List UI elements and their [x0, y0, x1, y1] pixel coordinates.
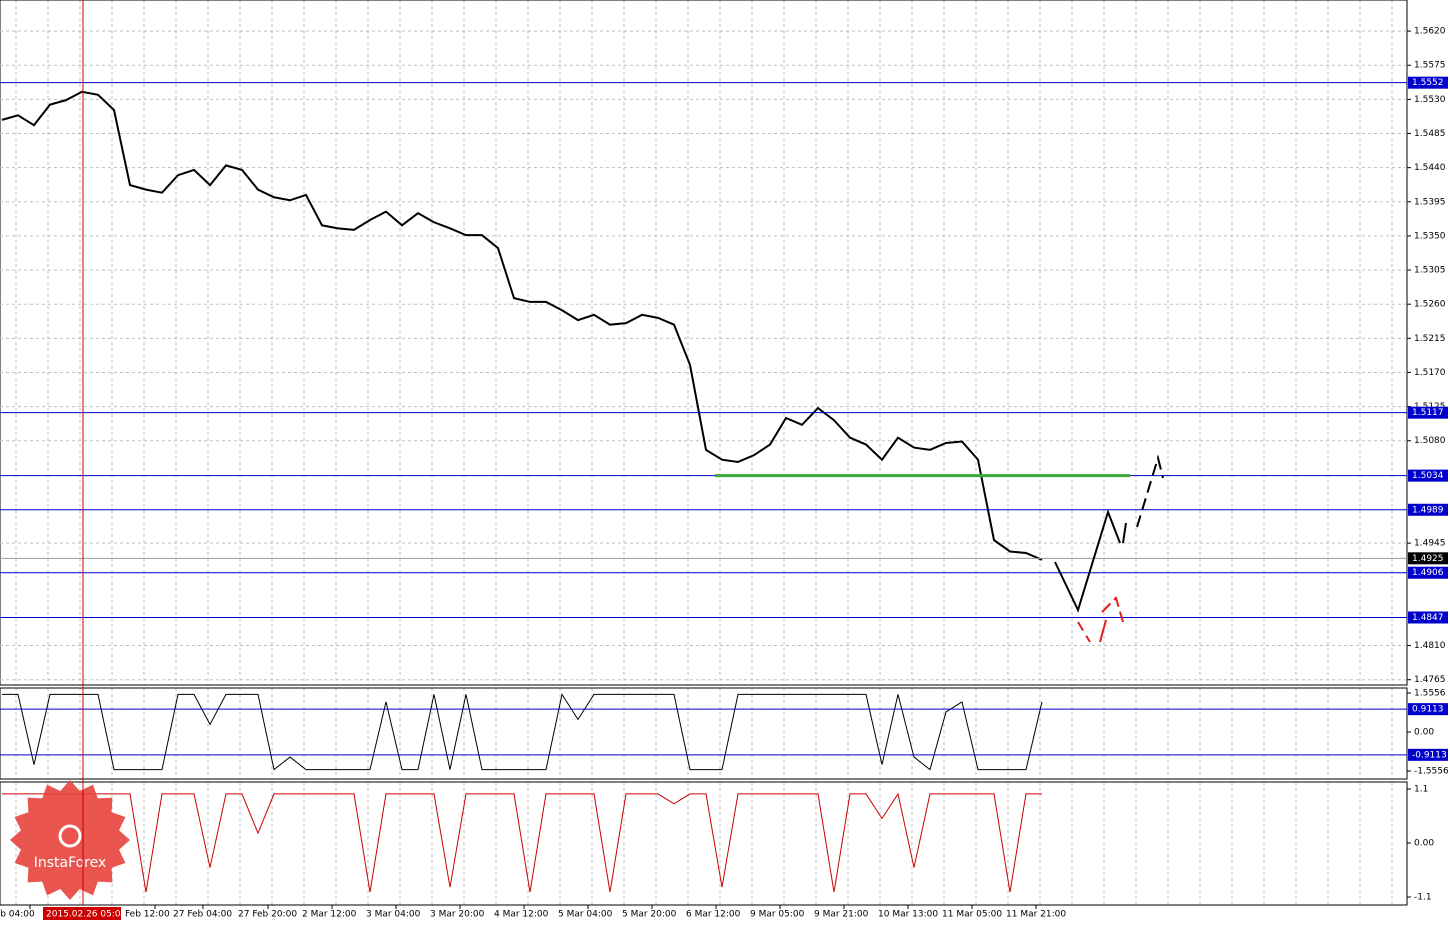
level-tag: [1408, 611, 1448, 624]
y-tick-label: -1.5556: [1414, 766, 1449, 776]
level-label: 1.4906: [1412, 568, 1444, 578]
x-tick-label: Feb 04:00: [0, 910, 35, 920]
y-tick-label: 1.5485: [1414, 129, 1446, 139]
watermark-text: InstaForex: [34, 855, 107, 871]
cursor-tag: [43, 907, 121, 920]
level-tag: [1408, 703, 1448, 716]
price-label: 1.4925: [1412, 554, 1444, 564]
y-tick-label: 1.5556: [1414, 688, 1446, 698]
watermark-badge: [10, 780, 130, 900]
y-tick-label: 1.5530: [1414, 95, 1446, 105]
y-tick-label: 1.5440: [1414, 163, 1446, 173]
y-tick-label: 1.5260: [1414, 300, 1446, 310]
series-line: [1, 90, 1043, 561]
y-tick-label: 1.5080: [1414, 436, 1446, 446]
y-tick-label: 1.4945: [1414, 539, 1446, 549]
x-tick-label: 9 Mar 21:00: [814, 910, 869, 920]
panel-frame: [0, 687, 1408, 780]
x-tick-label: 5 Mar 20:00: [622, 910, 677, 920]
level-tag: [1408, 503, 1448, 516]
projection-path: [1101, 596, 1124, 623]
level-tag: [1408, 406, 1448, 419]
projection-path: [1077, 621, 1091, 643]
level-label: -0.9113: [1412, 750, 1447, 760]
x-tick-label: 11 Mar 21:00: [1006, 910, 1066, 920]
x-tick-label: 27 Feb 04:00: [173, 910, 232, 920]
x-tick-label: 27 Feb 20:00: [238, 910, 297, 920]
x-tick-label: 6 Mar 12:00: [686, 910, 741, 920]
level-tag: [1408, 469, 1448, 482]
projection-path: [1054, 508, 1121, 613]
y-tick-label: 1.5305: [1414, 266, 1446, 276]
panel-frame: [0, 0, 1408, 686]
x-tick-label: 11 Mar 05:00: [942, 910, 1002, 920]
projection-path: [1136, 454, 1164, 528]
y-tick-label: -1.1: [1414, 892, 1432, 902]
y-tick-label: 1.5620: [1414, 27, 1446, 37]
x-tick-label: 9 Mar 05:00: [750, 910, 805, 920]
level-tag: [1408, 76, 1448, 89]
y-tick-label: 0.00: [1414, 727, 1434, 737]
projection-path: [1122, 522, 1127, 544]
y-tick-label: 1.1: [1414, 785, 1428, 795]
level-label: 1.4989: [1412, 505, 1444, 515]
x-tick-label: 3 Mar 04:00: [366, 910, 421, 920]
price-tag: [1408, 552, 1448, 565]
x-tick-label: 10 Mar 13:00: [878, 910, 938, 920]
level-label: 1.5117: [1412, 408, 1444, 418]
level-tag: [1408, 748, 1448, 761]
y-tick-label: 1.5575: [1414, 61, 1446, 71]
watermark-icon: [58, 824, 82, 848]
level-label: 1.5034: [1412, 471, 1444, 481]
level-label: 1.4847: [1412, 613, 1444, 623]
x-tick-label: 5 Mar 04:00: [558, 910, 613, 920]
y-tick-label: 1.4810: [1414, 641, 1446, 651]
y-tick-label: 1.4765: [1414, 675, 1446, 685]
series-line: [2, 693, 1043, 771]
y-tick-label: 1.5395: [1414, 197, 1446, 207]
level-label: 1.5552: [1412, 78, 1444, 88]
projection-path: [1099, 619, 1107, 643]
x-tick-label: 3 Mar 20:00: [430, 910, 485, 920]
x-tick-label: 4 Mar 12:00: [494, 910, 549, 920]
level-label: 0.9113: [1412, 705, 1444, 715]
x-tick-label: 2 Mar 12:00: [302, 910, 357, 920]
projection: [1054, 454, 1164, 643]
series-line: [2, 792, 1042, 893]
y-tick-label: 1.5215: [1414, 334, 1446, 344]
y-tick-label: 1.5350: [1414, 231, 1446, 241]
y-tick-label: 0.00: [1414, 839, 1434, 849]
cursor-label: 2015.02.26 05:00: [46, 910, 127, 920]
y-tick-label: 1.5170: [1414, 368, 1446, 378]
level-tag: [1408, 566, 1448, 579]
x-tick-label: Feb 12:00: [125, 910, 170, 920]
